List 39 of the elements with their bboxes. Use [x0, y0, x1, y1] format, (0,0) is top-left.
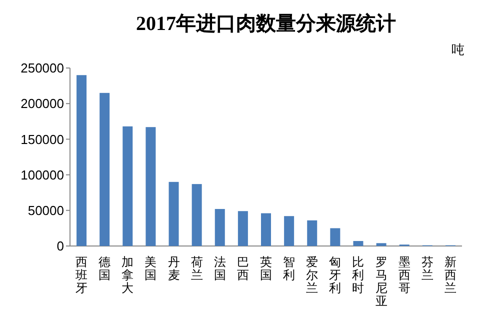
x-tick-label: 西班牙: [76, 255, 88, 295]
bar: [146, 127, 156, 246]
y-tick-label: 250000: [20, 60, 64, 76]
x-tick-label: 德国: [98, 255, 111, 282]
y-tick-label: 200000: [20, 96, 64, 112]
bar: [307, 220, 318, 246]
x-tick-label: 美国: [144, 255, 157, 282]
x-tick-label: 新西兰: [444, 255, 456, 295]
bar: [353, 241, 364, 246]
x-tick-label: 爱尔兰: [306, 255, 318, 295]
x-tick-label: 智利: [283, 255, 296, 282]
bar: [238, 211, 248, 246]
chart-title: 2017年进口肉数量分来源统计: [136, 12, 396, 35]
x-tick-label: 巴西: [236, 255, 249, 282]
y-tick-label: 100000: [20, 167, 64, 182]
y-tick-label: 150000: [20, 132, 64, 147]
y-tick-label: 50000: [28, 203, 64, 218]
bar: [261, 213, 271, 246]
x-tick-label: 匈牙利: [329, 255, 342, 295]
y-tick-label: 0: [56, 238, 64, 254]
bar: [76, 75, 87, 246]
x-tick-label: 芬兰: [421, 255, 434, 282]
x-tick-label: 加拿大: [122, 255, 134, 295]
bar: [122, 126, 133, 246]
bar: [284, 216, 294, 246]
x-tick-label: 英国: [260, 255, 272, 282]
bar: [100, 92, 110, 246]
x-tick-label: 比利时: [352, 255, 364, 295]
x-tick-label: 墨西哥: [398, 255, 410, 295]
x-tick-label: 丹麦: [168, 255, 180, 282]
bar: [168, 182, 179, 246]
x-tick-label: 荷兰: [190, 255, 203, 282]
y-axis-title: 吨: [452, 42, 464, 57]
bar: [192, 184, 202, 246]
x-tick-label: 罗马尼亚: [375, 255, 388, 308]
bar: [214, 208, 225, 246]
bar: [376, 243, 386, 246]
bar: [330, 228, 340, 246]
x-tick-label: 法国: [214, 255, 226, 282]
